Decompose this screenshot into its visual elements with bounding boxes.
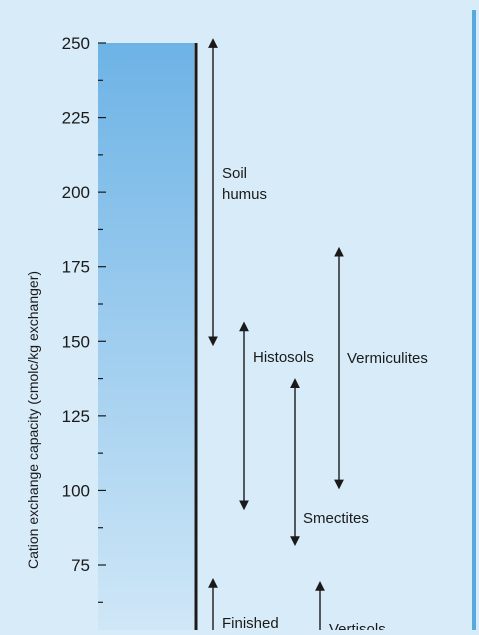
range-label: Vermiculites xyxy=(347,350,428,367)
y-ticks xyxy=(98,42,106,603)
y-tick-label: 200 xyxy=(62,183,90,202)
y-tick-label: 150 xyxy=(62,332,90,351)
right-edge-stripe xyxy=(472,10,476,630)
range-soil: Soil humus xyxy=(208,38,267,347)
cec-bar xyxy=(98,43,194,630)
range-vertisols: Vertisols xyxy=(315,580,386,635)
range-vermiculites: Vermiculites xyxy=(334,246,428,490)
y-tick-labels: 75 100 125 150 175 200 225 250 xyxy=(62,34,90,575)
range-label: Vertisols xyxy=(329,621,386,630)
y-axis-label: Cation exchange capacity (cmolᴄ/kg excha… xyxy=(25,271,41,569)
y-tick-label: 125 xyxy=(62,407,90,426)
y-tick-label: 175 xyxy=(62,258,90,277)
y-tick-label: 75 xyxy=(71,556,90,575)
range-smectites: Smectites xyxy=(290,378,369,547)
y-tick-label: 250 xyxy=(62,34,90,53)
range-label: Soil humus xyxy=(222,165,267,203)
y-tick-label: 100 xyxy=(62,481,90,500)
range-arrows: Soil humus Histosols Vermiculites Smectites F… xyxy=(208,38,428,635)
range-histosols: Histosols xyxy=(239,321,314,511)
y-tick-label: 225 xyxy=(62,109,90,128)
range-label: Histosols xyxy=(253,349,314,366)
range-label: Finished xyxy=(222,615,279,630)
range-finished: Finished xyxy=(208,577,279,635)
range-label: Smectites xyxy=(303,510,369,527)
